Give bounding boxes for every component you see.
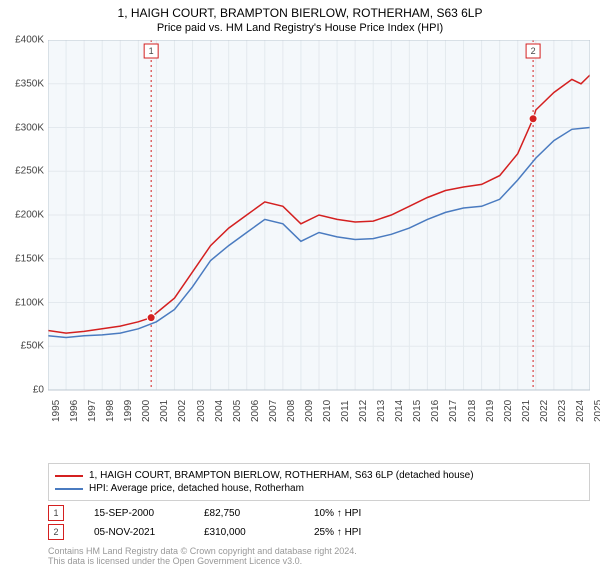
marker-badge-2: 2 (48, 524, 64, 540)
x-tick-label: 2009 (304, 400, 315, 422)
x-tick-label: 2010 (322, 400, 333, 422)
x-tick-label: 1997 (87, 400, 98, 422)
legend-swatch-2 (55, 488, 83, 490)
x-tick-label: 2003 (196, 400, 207, 422)
x-tick-label: 2013 (376, 400, 387, 422)
marker-price-1: £82,750 (204, 508, 284, 519)
svg-text:2: 2 (531, 46, 536, 56)
chart-svg: 12 (48, 40, 590, 425)
y-tick-label: £300K (2, 122, 44, 133)
x-tick-label: 2019 (485, 400, 496, 422)
marker-price-2: £310,000 (204, 527, 284, 538)
x-tick-label: 2021 (521, 400, 532, 422)
marker-table: 1 15-SEP-2000 £82,750 10% ↑ HPI 2 05-NOV… (48, 505, 590, 540)
footer-line-2: This data is licensed under the Open Gov… (48, 556, 590, 566)
legend-label-2: HPI: Average price, detached house, Roth… (89, 483, 304, 494)
chart-area: 12 £0£50K£100K£150K£200K£250K£300K£350K£… (48, 40, 590, 425)
marker-badge-1: 1 (48, 505, 64, 521)
y-tick-label: £200K (2, 210, 44, 221)
x-tick-label: 2006 (250, 400, 261, 422)
chart-title: 1, HAIGH COURT, BRAMPTON BIERLOW, ROTHER… (0, 6, 600, 20)
chart-container: 1, HAIGH COURT, BRAMPTON BIERLOW, ROTHER… (0, 6, 600, 566)
x-tick-label: 2005 (232, 400, 243, 422)
y-tick-label: £400K (2, 35, 44, 46)
x-tick-label: 2011 (340, 400, 351, 422)
x-tick-label: 2014 (394, 400, 405, 422)
legend-item-1: 1, HAIGH COURT, BRAMPTON BIERLOW, ROTHER… (55, 470, 583, 481)
x-tick-label: 2017 (448, 400, 459, 422)
y-tick-label: £350K (2, 78, 44, 89)
marker-row-2: 2 05-NOV-2021 £310,000 25% ↑ HPI (48, 524, 590, 540)
x-tick-label: 2015 (412, 400, 423, 422)
x-tick-label: 1996 (69, 400, 80, 422)
x-tick-label: 2000 (141, 400, 152, 422)
x-tick-label: 2001 (159, 400, 170, 422)
x-tick-label: 2007 (268, 400, 279, 422)
legend-label-1: 1, HAIGH COURT, BRAMPTON BIERLOW, ROTHER… (89, 470, 474, 481)
y-tick-label: £150K (2, 253, 44, 264)
footer-line-1: Contains HM Land Registry data © Crown c… (48, 546, 590, 556)
legend: 1, HAIGH COURT, BRAMPTON BIERLOW, ROTHER… (48, 463, 590, 501)
chart-subtitle: Price paid vs. HM Land Registry's House … (0, 22, 600, 34)
marker-pct-1: 10% ↑ HPI (314, 508, 394, 519)
y-tick-label: £50K (2, 341, 44, 352)
x-tick-label: 2024 (575, 400, 586, 422)
legend-item-2: HPI: Average price, detached house, Roth… (55, 483, 583, 494)
x-tick-label: 2023 (557, 400, 568, 422)
x-tick-label: 2022 (539, 400, 550, 422)
y-tick-label: £0 (2, 385, 44, 396)
x-tick-label: 2018 (467, 400, 478, 422)
x-tick-label: 2002 (177, 400, 188, 422)
marker-row-1: 1 15-SEP-2000 £82,750 10% ↑ HPI (48, 505, 590, 521)
x-tick-label: 2016 (430, 400, 441, 422)
y-tick-label: £250K (2, 166, 44, 177)
x-tick-label: 2025 (593, 400, 600, 422)
x-tick-label: 2004 (214, 400, 225, 422)
x-tick-label: 2020 (503, 400, 514, 422)
x-tick-label: 1998 (105, 400, 116, 422)
legend-swatch-1 (55, 475, 83, 477)
y-tick-label: £100K (2, 297, 44, 308)
footer: Contains HM Land Registry data © Crown c… (48, 546, 590, 566)
x-tick-label: 2012 (358, 400, 369, 422)
svg-text:1: 1 (149, 46, 154, 56)
marker-pct-2: 25% ↑ HPI (314, 527, 394, 538)
x-tick-label: 1999 (123, 400, 134, 422)
marker-date-2: 05-NOV-2021 (94, 527, 174, 538)
x-tick-label: 1995 (51, 400, 62, 422)
x-tick-label: 2008 (286, 400, 297, 422)
marker-date-1: 15-SEP-2000 (94, 508, 174, 519)
